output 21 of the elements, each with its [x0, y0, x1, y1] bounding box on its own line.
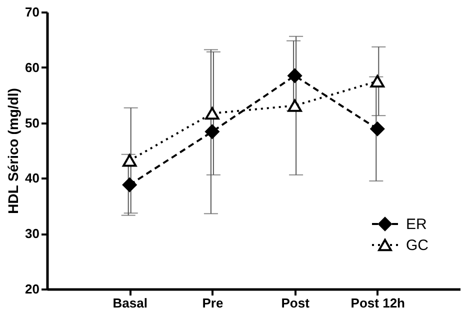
- x-tick-label: Post: [281, 296, 310, 310]
- x-tick-label: Pre: [202, 296, 224, 310]
- x-tick-label: Post 12h: [350, 296, 406, 310]
- y-axis-title: HDL Sérico (mg/dl): [5, 88, 22, 214]
- y-tick-label: 20: [25, 282, 40, 296]
- y-tick-label: 40: [25, 170, 40, 186]
- point: [288, 99, 302, 112]
- y-tick-label: 70: [25, 4, 40, 20]
- point: [122, 154, 137, 167]
- point: [205, 124, 220, 139]
- y-tick-label: 30: [25, 226, 40, 242]
- point: [122, 178, 137, 192]
- legend-label: GC: [406, 237, 429, 254]
- point: [205, 107, 220, 120]
- legend-label: ER: [406, 216, 428, 233]
- y-tick-label: 60: [25, 60, 40, 75]
- y-tick-label: 50: [25, 115, 40, 130]
- x-tick-label: Basal: [112, 296, 148, 310]
- point: [370, 74, 385, 88]
- point: [370, 122, 385, 136]
- point: [288, 68, 302, 83]
